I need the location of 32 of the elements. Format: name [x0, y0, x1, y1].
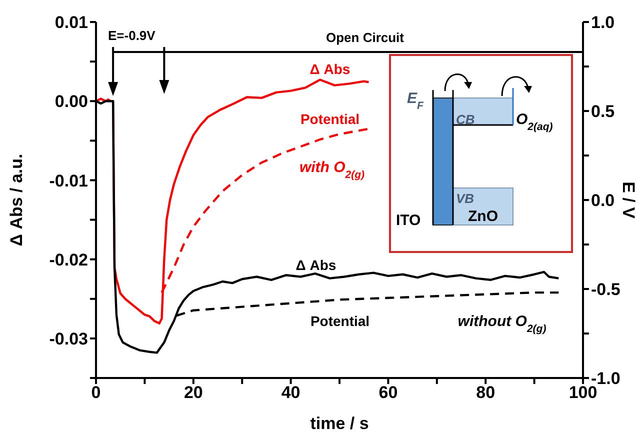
- x-tick-label: 60: [378, 383, 398, 402]
- x-tick-label: 100: [568, 383, 598, 402]
- y-tick-label: 0.00: [54, 92, 88, 112]
- y2-tick-label: -0.5: [591, 280, 620, 300]
- annotation: ZnO: [468, 208, 498, 225]
- y2-tick-label: 1.0: [591, 13, 615, 32]
- annotation: without O$_{2(g)}$: [458, 313, 547, 335]
- annotation: VB: [456, 191, 474, 206]
- series-label: Δ Abs: [296, 257, 336, 273]
- annotation: with O$_{2(g)}$: [299, 159, 366, 181]
- series-label: Potential: [300, 111, 360, 127]
- annotation: CB: [456, 112, 475, 127]
- y2-axis-title: E / V: [618, 182, 638, 220]
- y2-tick-label: 0.0: [591, 191, 615, 210]
- x-tick-label: 40: [281, 383, 300, 402]
- x-tick-label: 0: [91, 383, 101, 402]
- annotation: Open Circuit: [326, 30, 405, 45]
- y2-tick-label: 0.5: [591, 102, 615, 122]
- y-axis-title: Δ Abs / a.u.: [7, 154, 26, 246]
- series-label: Potential: [310, 313, 370, 329]
- y-tick-label: 0.01: [54, 13, 88, 32]
- y-tick-label: -0.03: [49, 329, 88, 348]
- series-label: Δ Abs: [310, 61, 350, 77]
- annotation: E$_{F}$: [407, 90, 424, 112]
- annotation: ITO: [396, 212, 422, 229]
- annotation: O$_{2(aq)}$: [516, 111, 554, 133]
- x-tick-label: 80: [476, 383, 496, 402]
- x-axis-title: time / s: [310, 414, 369, 433]
- y-tick-label: -0.01: [49, 171, 88, 190]
- x-tick-label: 20: [184, 383, 203, 402]
- annotation: E=-0.9V: [108, 28, 156, 43]
- y-tick-label: -0.02: [49, 250, 88, 270]
